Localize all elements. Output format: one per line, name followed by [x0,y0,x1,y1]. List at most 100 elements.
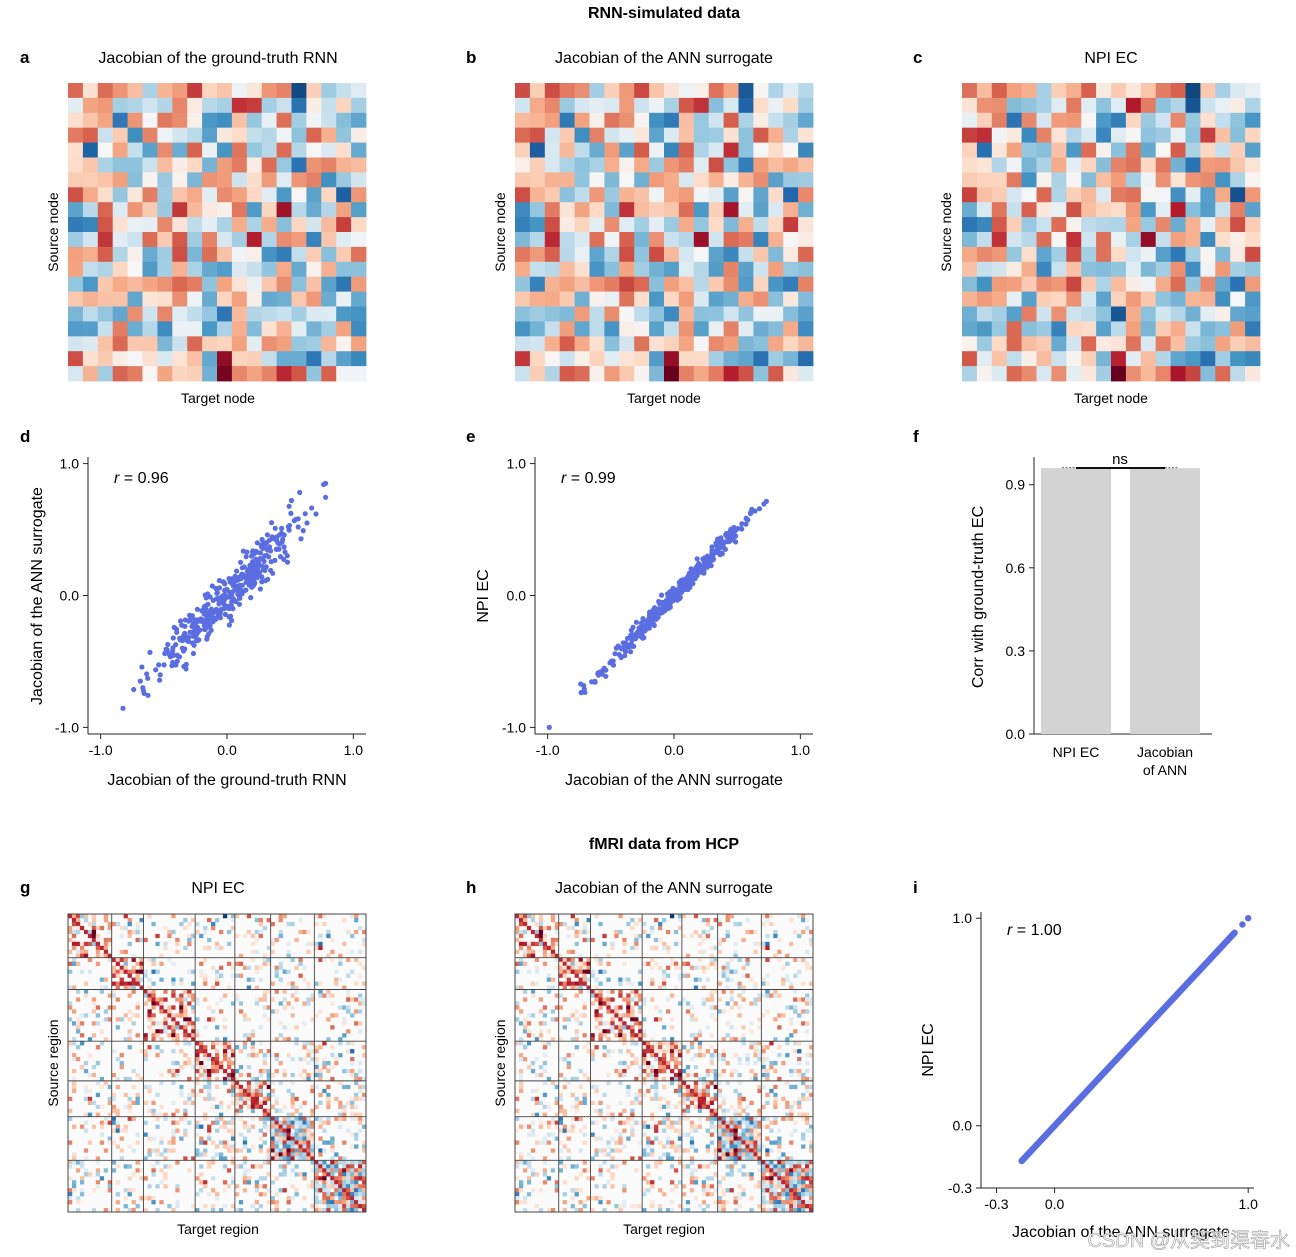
heatmap-cell [689,1033,695,1038]
heatmap-cell [203,981,208,986]
heatmap-cell [709,997,714,1002]
heatmap-cell [354,1204,359,1209]
heatmap-cell [677,917,683,923]
heatmap-cell [1111,217,1127,233]
heatmap-cell [976,157,993,173]
heatmap-cell [159,1072,164,1078]
heatmap-cell [191,1088,196,1094]
heatmap-cell [798,112,814,129]
heatmap-cell [294,1120,299,1125]
heatmap-cell [602,997,607,1002]
heatmap-cell [262,925,267,931]
heatmap-cell [646,961,651,966]
heatmap-cell [242,1144,248,1149]
heatmap-cell [622,937,627,943]
heatmap-cell [167,929,172,935]
heatmap-cell [709,1045,714,1050]
scatter-point [197,627,203,633]
scatter-point [272,525,278,531]
heatmap-cell [1125,202,1142,218]
heatmap-cell [187,157,203,173]
heatmap-cell [649,202,665,218]
heatmap-cell [991,246,1008,263]
heatmap-cell [594,1009,599,1014]
heatmap-cell [773,1061,778,1066]
heatmap-cell [142,142,158,158]
heatmap-cell [723,306,739,322]
heatmap-cell [215,1001,220,1006]
heatmap-cell [234,1092,240,1098]
panel-e-points [546,498,770,731]
heatmap-cell [538,1072,544,1078]
heatmap-cell [172,321,188,337]
heatmap-cell [338,1192,343,1197]
heatmap-cell [230,917,236,923]
heatmap-cell [75,1208,81,1213]
heatmap-cell [757,1084,762,1090]
heatmap-cell [111,957,116,962]
heatmap-cell [87,1037,93,1042]
heatmap-cell [697,949,703,955]
heatmap-cell [753,1045,758,1050]
heatmap-cell [87,1072,93,1078]
heatmap-cell [242,1140,248,1145]
heatmap-cell [234,1100,240,1106]
heatmap-cell [745,973,750,978]
heatmap-cell [207,1124,212,1129]
heatmap-cell [163,1112,168,1117]
heatmap-cell [604,157,620,173]
heatmap-cell [286,1156,291,1161]
heatmap-cell [1140,217,1157,233]
heatmap-cell [662,1076,667,1082]
heatmap-cell [1096,157,1112,173]
heatmap-cell [97,276,114,292]
heatmap-cell [634,232,650,248]
heatmap-cell [157,142,173,158]
heatmap-cell [693,929,699,935]
heatmap-cell [709,1080,714,1086]
heatmap-cell [550,1080,556,1086]
heatmap-cell [346,1176,351,1181]
heatmap-cell [68,112,84,129]
heatmap-cell [82,127,99,143]
heatmap-cell [103,1017,109,1022]
scatter-point [618,654,624,661]
heatmap-cell [203,1072,208,1078]
heatmap-cell [246,321,263,337]
heatmap-cell [654,1041,659,1046]
heatmap-cell [318,1092,323,1098]
heatmap-cell [274,1037,279,1042]
heatmap-cell [654,1057,659,1062]
heatmap-cell [354,1072,359,1078]
heatmap-cell [278,1164,283,1169]
heatmap-cell [574,1009,579,1014]
heatmap-cell [82,291,99,307]
heatmap-cell [693,914,699,919]
heatmap-cell [282,1168,287,1173]
heatmap-cell [354,1168,359,1173]
heatmap-cell [322,1160,327,1165]
heatmap-cell [574,97,590,114]
heatmap-cell [321,97,337,114]
heatmap-cell [135,1072,140,1078]
heatmap-cell [270,1208,275,1213]
heatmap-cell [338,1196,343,1201]
heatmap-cell [538,1021,544,1026]
heatmap-cell [619,112,635,129]
scatter-point [313,511,319,517]
heatmap-cell [765,989,770,994]
heatmap-cell [350,1188,355,1193]
heatmap-cell [737,921,742,927]
heatmap-cell [619,246,635,263]
heatmap-cell [346,1188,351,1193]
heatmap-cell [261,187,277,203]
heatmap-cell [717,1072,722,1078]
scatter-point [267,537,273,543]
heatmap-cell [354,1132,359,1137]
heatmap-cell [738,291,754,307]
heatmap-cell [665,965,671,970]
heatmap-cell [662,1041,667,1046]
scatter-point [184,634,190,640]
heatmap-cell [231,83,248,99]
heatmap-cell [171,1132,176,1137]
